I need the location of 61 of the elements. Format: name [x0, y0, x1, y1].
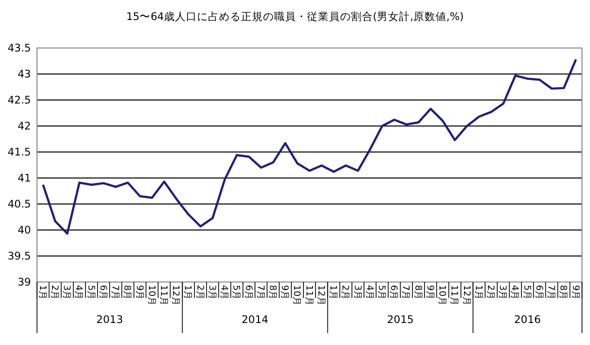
chart-title: 15〜64歳人口に占める正規の職員・従業員の割合(男女計,原数値,%) — [126, 10, 464, 23]
x-tick-label: 9月 — [424, 285, 434, 300]
x-tick-label: 3月 — [352, 285, 362, 300]
x-tick-label: 7月 — [110, 285, 120, 300]
x-tick-label: 3月 — [61, 285, 72, 300]
x-tick-label: 9月 — [279, 285, 290, 300]
x-tick-label: 8月 — [412, 285, 422, 300]
x-tick-label: 7月 — [254, 285, 265, 300]
x-tick-label: 10月 — [291, 285, 302, 306]
x-tick-label: 3月 — [497, 285, 508, 300]
text: 2015 — [386, 314, 414, 326]
x-tick-label: 11月 — [448, 285, 459, 306]
y-tick-label: 40.5 — [8, 198, 31, 211]
x-tick-label: 8月 — [558, 285, 568, 300]
x-tick-label: 12月 — [460, 285, 471, 306]
x-tick-label: 1月 — [328, 285, 338, 300]
x-tick-label: 10月 — [146, 285, 156, 306]
x-tick-label: 6月 — [97, 285, 108, 300]
x-tick-label: 1月 — [36, 285, 47, 300]
x-tick-label: 7月 — [546, 285, 556, 300]
y-tick-label: 39 — [18, 276, 31, 289]
x-tick-label: 4月 — [73, 285, 84, 300]
x-tick-label: 5月 — [85, 285, 96, 300]
line-series — [42, 58, 578, 235]
x-tick-label: 9月 — [570, 285, 580, 300]
y-tick-label: 41.5 — [8, 146, 31, 159]
x-tick-label: 8月 — [267, 285, 278, 300]
text: 2016 — [514, 314, 542, 326]
x-tick-label: 11月 — [303, 285, 314, 306]
x-tick-label: 1月 — [182, 285, 192, 300]
text: 2014 — [242, 314, 269, 326]
y-tick-label: 43 — [18, 68, 31, 81]
x-tick-label: 8月 — [122, 285, 132, 300]
y-tick-label: 41 — [18, 172, 31, 185]
x-tick-label: 12月 — [170, 285, 180, 306]
x-tick-label: 9月 — [134, 285, 144, 300]
x-tick-label: 2月 — [194, 285, 204, 300]
x-tick-label: 2月 — [485, 285, 496, 300]
x-tick-label: 6月 — [388, 285, 398, 300]
x-tick-label: 6月 — [242, 285, 253, 300]
x-tick-label: 7月 — [400, 285, 410, 300]
y-tick-label: 42.5 — [8, 94, 31, 107]
text: 2013 — [96, 314, 124, 326]
y-tick-label: 42 — [18, 120, 31, 133]
x-tick-label: 4月 — [364, 285, 374, 300]
x-tick-label: 3月 — [206, 285, 216, 300]
y-tick-label: 40 — [18, 224, 31, 237]
x-tick-label: 6月 — [533, 285, 544, 300]
x-tick-label: 2月 — [49, 285, 60, 300]
x-tick-label: 11月 — [158, 285, 168, 306]
x-tick-label: 5月 — [521, 285, 532, 300]
x-tick-label: 5月 — [376, 285, 386, 300]
x-tick-label: 10月 — [436, 285, 447, 306]
x-tick-label: 4月 — [509, 285, 520, 300]
y-tick-label: 39.5 — [8, 250, 31, 263]
x-tick-label: 1月 — [472, 285, 483, 300]
x-tick-label: 4月 — [218, 285, 229, 300]
y-tick-label: 43.5 — [8, 42, 31, 55]
x-tick-label: 12月 — [315, 285, 326, 306]
x-tick-label: 5月 — [230, 285, 241, 300]
x-tick-label: 2月 — [340, 285, 350, 300]
